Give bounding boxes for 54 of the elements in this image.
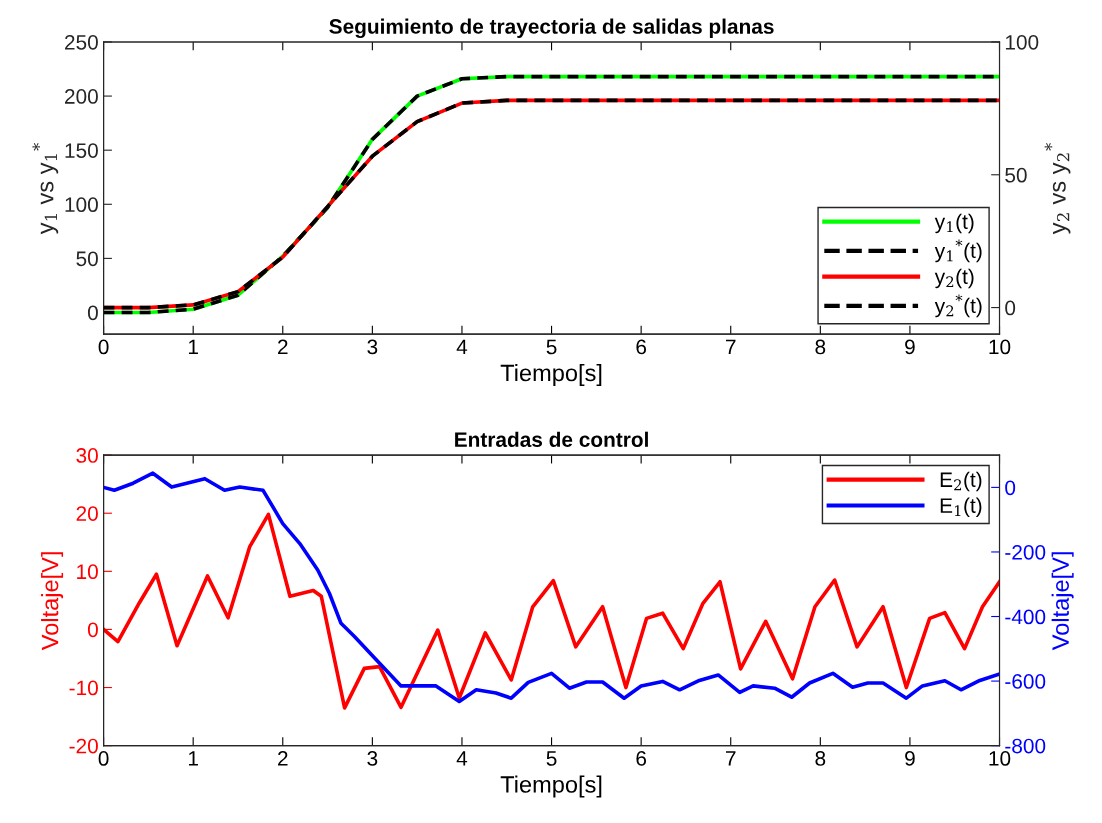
x-tick-label: 2 <box>278 339 288 355</box>
x-tick-label: 3 <box>367 339 378 355</box>
y-tick-label: 100 <box>65 197 98 213</box>
legend-label: y$_{1}$$^{*}$(t) <box>934 239 982 263</box>
x-tick-label: 0 <box>98 751 109 766</box>
y-tick-label: 200 <box>65 89 98 104</box>
x-tick-label: 3 <box>367 751 378 766</box>
legend-label: y$_{2}$$^{*}$(t) <box>934 294 982 318</box>
x-axis-title: Tiempo[s] <box>500 775 602 798</box>
legend-label: y$_{1}$(t) <box>934 213 974 234</box>
x-tick-label: 6 <box>636 339 647 355</box>
x-tick-label: 8 <box>815 751 826 766</box>
y2-tick-label: -600 <box>1005 674 1046 689</box>
x-tick-label: 1 <box>188 751 198 766</box>
x-tick-label: 5 <box>546 339 557 355</box>
y-axis-title: y$_{1}$ vs y$_{1}$$^{*}$ <box>32 142 59 235</box>
legend-label: E$_{1}$(t) <box>940 497 982 518</box>
x-tick-label: 1 <box>188 339 198 355</box>
x-tick-label: 9 <box>905 751 915 766</box>
y2-tick-label: 0 <box>1005 300 1016 316</box>
y2-tick-label: -200 <box>1005 544 1046 560</box>
y-tick-label: 50 <box>76 251 98 267</box>
x-tick-label: 8 <box>815 339 826 355</box>
y-tick-label: -10 <box>69 680 98 696</box>
y-axis-title: Voltaje[V] <box>41 552 64 651</box>
y-tick-label: 150 <box>65 143 98 158</box>
y2-axis-title: Voltaje[V] <box>1051 552 1074 651</box>
x-tick-label: 5 <box>546 751 557 766</box>
x-tick-label: 9 <box>905 339 915 355</box>
y-tick-label: 0 <box>87 622 98 638</box>
x-tick-label: 7 <box>726 751 736 766</box>
y2-tick-label: 0 <box>1005 480 1016 496</box>
chart-title: Seguimiento de trayectoria de salidas planas <box>329 18 774 39</box>
y-tick-label: 20 <box>76 506 98 521</box>
x-tick-label: 4 <box>456 751 468 766</box>
y2-tick-label: 100 <box>1005 34 1039 50</box>
y-tick-label: 0 <box>87 305 98 321</box>
x-tick-label: 4 <box>456 339 468 355</box>
x-tick-label: 6 <box>636 751 647 766</box>
x-axis-title: Tiempo[s] <box>500 363 602 386</box>
x-tick-label: 10 <box>989 339 1011 355</box>
x-tick-label: 0 <box>98 339 109 355</box>
legend-label: y$_{2}$(t) <box>934 268 974 289</box>
y-tick-label: -20 <box>69 738 98 754</box>
chart-title: Entradas de control <box>455 431 648 447</box>
x-tick-label: 7 <box>726 339 736 355</box>
y-tick-label: 10 <box>77 564 98 580</box>
x-tick-label: 2 <box>278 751 288 766</box>
y2-tick-label: 50 <box>1005 167 1027 183</box>
y2-tick-label: -400 <box>1005 609 1046 625</box>
y-tick-label: 30 <box>76 448 98 463</box>
y-tick-label: 250 <box>65 34 98 50</box>
legend-label: E$_{2}$(t) <box>940 471 982 492</box>
y2-axis-title: y$_{2}$ vs y$_{2}$$^{*}$ <box>1044 142 1071 235</box>
